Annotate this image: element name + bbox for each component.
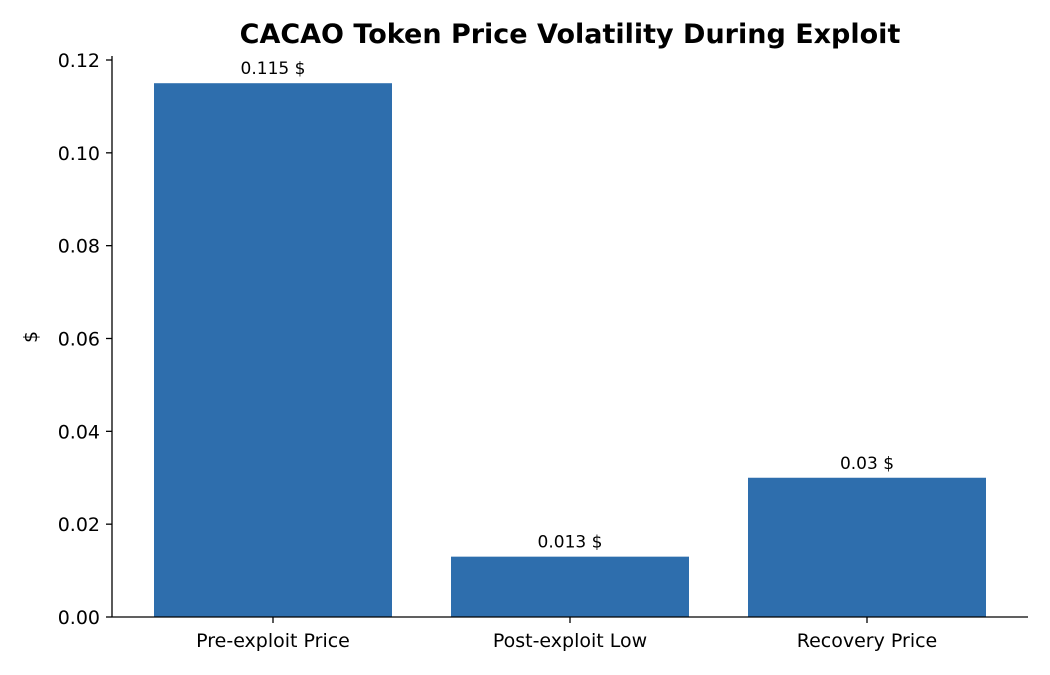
- y-tick-label: 0.02: [58, 514, 100, 536]
- y-tick-label: 0.12: [58, 50, 100, 72]
- x-axis-ticks: Pre-exploit Price Post-exploit Low Recover…: [196, 617, 937, 652]
- bars-group: 0.115 $ 0.013 $ 0.03 $: [154, 59, 986, 618]
- bar: [451, 556, 689, 617]
- y-axis-ticks: 0.00 0.02 0.04 0.06 0.08 0.10 0.12: [58, 50, 112, 629]
- y-tick-label: 0.08: [58, 236, 100, 258]
- y-tick-label: 0.10: [58, 143, 100, 165]
- x-tick-label: Pre-exploit Price: [196, 630, 350, 652]
- bar-value-label: 0.03 $: [840, 454, 894, 474]
- bar: [154, 83, 392, 618]
- chart-title: CACAO Token Price Volatility During Expl…: [240, 19, 901, 50]
- bar: [748, 477, 986, 617]
- bar-value-label: 0.013 $: [538, 533, 603, 553]
- y-axis-label: $: [20, 331, 42, 343]
- y-tick-label: 0.06: [58, 329, 100, 351]
- y-tick-label: 0.04: [58, 421, 100, 443]
- y-tick-label: 0.00: [58, 607, 100, 629]
- bar-value-label: 0.115 $: [241, 59, 306, 79]
- x-tick-label: Post-exploit Low: [493, 630, 647, 652]
- x-tick-label: Recovery Price: [797, 630, 938, 652]
